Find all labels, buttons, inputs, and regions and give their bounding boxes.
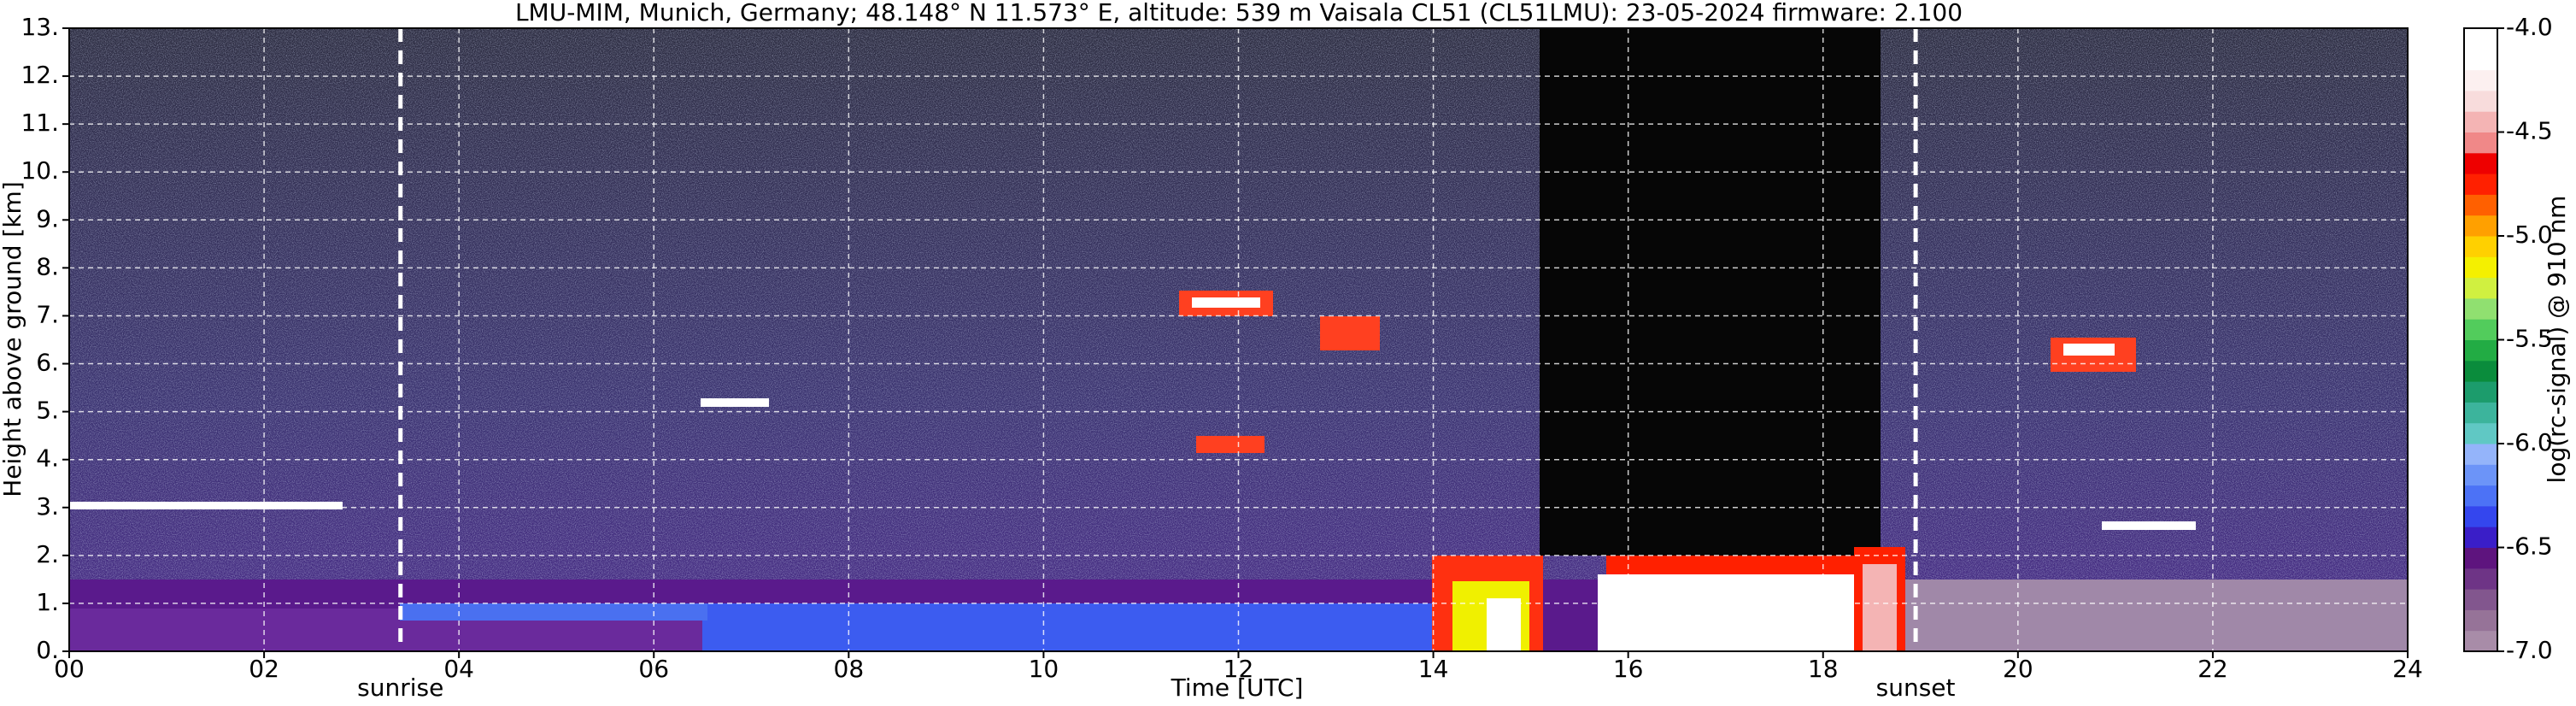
colorbar-segment bbox=[2464, 215, 2497, 237]
colorbar-segment bbox=[2464, 589, 2497, 610]
colorbar-segment bbox=[2464, 339, 2497, 362]
colorbar-segment bbox=[2464, 236, 2497, 257]
plot-frame bbox=[68, 27, 2409, 652]
colorbar-segment bbox=[2464, 49, 2497, 71]
colorbar-tick-label: -6.0 bbox=[2506, 428, 2553, 456]
y-tick-label: 3. bbox=[36, 492, 59, 521]
y-tick-label: 0. bbox=[36, 636, 59, 664]
x-tick-label: 00 bbox=[54, 655, 85, 683]
y-tick-label: 9. bbox=[36, 204, 59, 232]
colorbar-segment bbox=[2464, 132, 2497, 154]
x-tick-label: 24 bbox=[2392, 655, 2423, 683]
x-tick-label: 14 bbox=[1418, 655, 1449, 683]
colorbar-segment bbox=[2464, 402, 2497, 424]
y-tick-label: 2. bbox=[36, 540, 59, 568]
colorbar-tick-label: -4.0 bbox=[2506, 13, 2553, 41]
x-tick-label: 08 bbox=[834, 655, 865, 683]
colorbar-segment bbox=[2464, 319, 2497, 340]
colorbar-segment bbox=[2464, 527, 2497, 548]
annotation-label: sunrise bbox=[357, 674, 443, 702]
y-tick-label: 1. bbox=[36, 588, 59, 616]
colorbar-segment bbox=[2464, 69, 2497, 91]
colorbar-tick-label: -5.5 bbox=[2506, 325, 2553, 353]
colorbar-segment bbox=[2464, 381, 2497, 403]
x-tick-label: 20 bbox=[2003, 655, 2033, 683]
x-tick-label: 02 bbox=[249, 655, 279, 683]
y-axis-label: Height above ground [km] bbox=[0, 181, 26, 497]
colorbar-segment bbox=[2464, 111, 2497, 132]
colorbar-segment bbox=[2464, 360, 2497, 382]
colorbar-segment bbox=[2464, 28, 2497, 50]
colorbar-segment bbox=[2464, 547, 2497, 569]
y-tick-label: 6. bbox=[36, 349, 59, 377]
colorbar-segment bbox=[2464, 152, 2497, 174]
colorbar-segment bbox=[2464, 464, 2497, 486]
x-tick-label: 18 bbox=[1808, 655, 1839, 683]
y-tick-label: 10. bbox=[21, 156, 59, 185]
x-tick-label: 12 bbox=[1223, 655, 1254, 683]
y-tick-label: 7. bbox=[36, 300, 59, 328]
colorbar-segment bbox=[2464, 444, 2497, 465]
colorbar-segment bbox=[2464, 174, 2497, 195]
x-axis-label: Time [UTC] bbox=[1171, 674, 1304, 702]
y-tick-label: 5. bbox=[36, 397, 59, 425]
colorbar-label: log(rc-signal) @ 910 nm bbox=[2543, 196, 2571, 484]
colorbar-tick-label: -6.5 bbox=[2506, 532, 2553, 561]
x-tick-label: 06 bbox=[638, 655, 669, 683]
colorbar-segment bbox=[2464, 609, 2497, 632]
colorbar-segment bbox=[2464, 90, 2497, 112]
colorbar-segment bbox=[2464, 194, 2497, 216]
colorbar-tick-label: -5.0 bbox=[2506, 221, 2553, 249]
colorbar-segment bbox=[2464, 568, 2497, 590]
y-tick-label: 11. bbox=[21, 109, 59, 137]
colorbar-segment bbox=[2464, 422, 2497, 444]
annotation-label: sunset bbox=[1876, 674, 1956, 702]
colorbar-segment bbox=[2464, 277, 2497, 299]
chart-title: LMU-MIM, Munich, Germany; 48.148° N 11.5… bbox=[515, 0, 1963, 26]
y-tick-label: 13. bbox=[21, 13, 59, 41]
colorbar-segment bbox=[2464, 485, 2497, 507]
colorbar-segment bbox=[2464, 297, 2497, 320]
y-tick-label: 4. bbox=[36, 444, 59, 473]
y-tick-label: 12. bbox=[21, 61, 59, 89]
colorbar-segment bbox=[2464, 630, 2497, 652]
x-tick-label: 04 bbox=[443, 655, 474, 683]
colorbar-tick-label: -7.0 bbox=[2506, 636, 2553, 664]
colorbar-tick-label: -4.5 bbox=[2506, 117, 2553, 145]
y-tick-label: 8. bbox=[36, 252, 59, 280]
x-tick-label: 22 bbox=[2198, 655, 2228, 683]
x-tick-label: 16 bbox=[1613, 655, 1644, 683]
colorbar-segment bbox=[2464, 256, 2497, 279]
colorbar-segment bbox=[2464, 505, 2497, 527]
x-tick-label: 10 bbox=[1029, 655, 1059, 683]
